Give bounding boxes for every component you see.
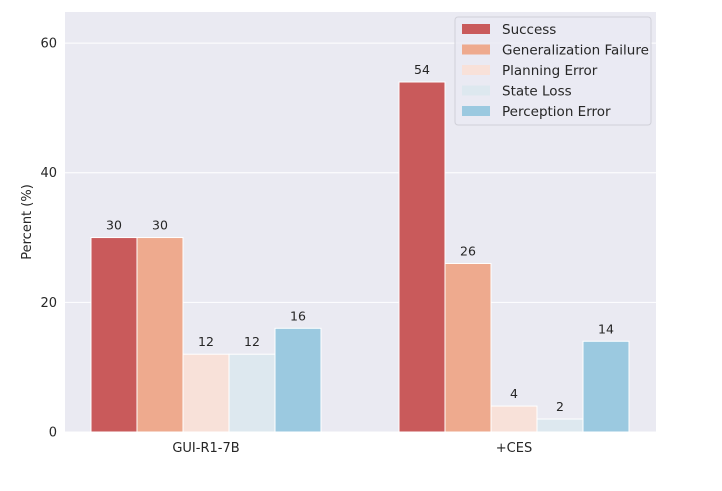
bar-planning-error — [182, 353, 230, 433]
y-axis-label: Percent (%) — [20, 184, 35, 260]
data-label: 12 — [244, 334, 260, 349]
legend-label: Generalization Failure — [502, 43, 649, 59]
legend-swatch — [462, 65, 490, 75]
data-label: 30 — [152, 218, 168, 233]
legend-box — [454, 16, 652, 126]
bar-generalization-failure — [444, 262, 492, 433]
data-label: 30 — [106, 218, 122, 233]
legend-swatch — [462, 106, 490, 116]
x-tick-label: GUI-R1-7B — [172, 441, 239, 456]
bar-generalization-failure — [136, 237, 184, 433]
legend-swatch — [462, 24, 490, 34]
legend-label: Success — [502, 22, 556, 38]
bar-planning-error — [490, 405, 538, 433]
legend-swatch — [462, 44, 490, 55]
legend-label: Planning Error — [502, 63, 598, 79]
y-tick-label: 60 — [40, 37, 57, 52]
legend-swatch — [462, 85, 490, 96]
bar-success — [398, 81, 446, 433]
y-tick-label: 0 — [49, 426, 57, 441]
bar-perception-error — [274, 327, 322, 433]
bar-perception-error — [582, 340, 630, 433]
data-label: 26 — [460, 243, 476, 258]
data-label: 2 — [556, 399, 564, 414]
bar-state-loss — [536, 418, 584, 433]
legend-label: State Loss — [502, 84, 572, 100]
bar-success — [90, 237, 138, 433]
legend: Success Generalization Failure Planning Er… — [454, 16, 652, 126]
data-label: 4 — [510, 386, 518, 401]
y-tick-label: 40 — [40, 166, 57, 181]
y-tick-label: 20 — [40, 296, 57, 311]
data-label: 16 — [290, 308, 306, 323]
legend-label: Perception Error — [502, 104, 611, 120]
bar-state-loss — [228, 353, 276, 433]
data-label: 54 — [414, 62, 430, 77]
x-tick-label: +CES — [496, 441, 532, 456]
data-label: 12 — [198, 334, 214, 349]
data-label: 14 — [598, 321, 614, 336]
